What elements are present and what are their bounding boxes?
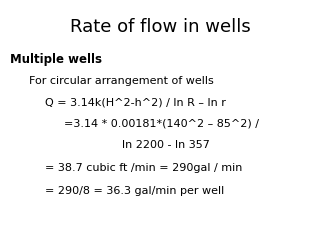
Text: =3.14 * 0.00181*(140^2 – 85^2) /: =3.14 * 0.00181*(140^2 – 85^2) / — [64, 119, 259, 129]
Text: ln 2200 - ln 357: ln 2200 - ln 357 — [122, 140, 210, 150]
Text: For circular arrangement of wells: For circular arrangement of wells — [29, 76, 213, 86]
Text: Multiple wells: Multiple wells — [10, 53, 102, 66]
Text: = 38.7 cubic ft /min = 290gal / min: = 38.7 cubic ft /min = 290gal / min — [45, 163, 242, 173]
Text: = 290/8 = 36.3 gal/min per well: = 290/8 = 36.3 gal/min per well — [45, 186, 224, 196]
Text: Rate of flow in wells: Rate of flow in wells — [70, 18, 250, 36]
Text: Q = 3.14k(H^2-h^2) / ln R – ln r: Q = 3.14k(H^2-h^2) / ln R – ln r — [45, 97, 226, 107]
